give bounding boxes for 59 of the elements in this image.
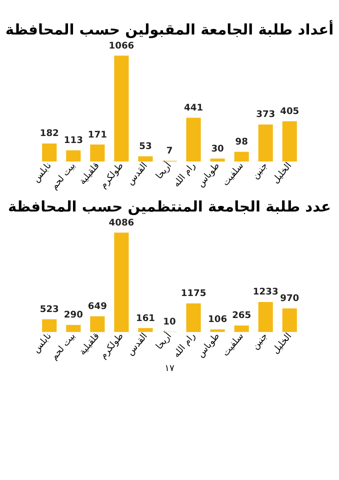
bar <box>114 56 129 162</box>
bar <box>210 329 225 332</box>
bar <box>138 156 153 162</box>
bar <box>186 118 201 162</box>
data-label: 182 <box>40 129 59 140</box>
data-label: 10 <box>163 317 176 328</box>
bar <box>42 143 57 162</box>
bar <box>234 326 249 332</box>
data-label: 970 <box>280 294 300 304</box>
bar <box>234 152 249 162</box>
x-tick-label: طوباس <box>196 331 222 360</box>
bar <box>66 324 81 332</box>
bar <box>66 150 81 162</box>
x-tick-label: القدس <box>126 161 150 188</box>
text: ١٧ <box>164 364 174 374</box>
bar <box>90 144 105 162</box>
x-tick-label: سلفيت <box>220 331 246 359</box>
x-tick-label: رام الله <box>172 161 198 190</box>
data-label: 113 <box>64 136 83 146</box>
data-label: 523 <box>40 304 59 315</box>
data-label: 53 <box>139 142 152 152</box>
data-label: 4086 <box>108 218 134 228</box>
data-label: 161 <box>136 314 155 324</box>
data-label: 98 <box>235 138 248 148</box>
bar <box>90 316 105 332</box>
bar <box>114 232 129 332</box>
data-label: 405 <box>280 106 300 117</box>
data-label: 373 <box>256 110 276 120</box>
x-tick-label: القدس <box>126 331 150 358</box>
data-label: 30 <box>211 144 224 154</box>
x-tick-label: الخليل <box>271 161 294 186</box>
x-tick-label: أريحا <box>152 159 174 182</box>
bar <box>138 328 153 332</box>
data-label: 649 <box>88 302 107 312</box>
bar <box>42 319 57 332</box>
x-tick-label: رام الله <box>172 331 198 360</box>
bar <box>282 308 297 332</box>
chart-title: عدد طلبة الجامعة المنتظمين حسب المحافظة <box>8 198 332 216</box>
data-label: 265 <box>232 311 252 322</box>
data-label: 106 <box>208 315 228 326</box>
x-tick-label: أريحا <box>152 330 174 352</box>
x-tick-label: جنين <box>250 161 270 182</box>
bar <box>186 303 201 332</box>
data-label: 441 <box>184 103 204 114</box>
data-label: 290 <box>64 310 83 321</box>
data-label: 1066 <box>108 41 134 52</box>
x-tick-label: سلفيت <box>220 161 246 188</box>
data-label: 171 <box>88 130 107 140</box>
data-label: 1175 <box>180 289 206 300</box>
x-tick-label: طوباس <box>196 161 222 190</box>
bar <box>258 124 273 162</box>
x-tick-label: الخليل <box>271 331 294 356</box>
data-label: 1233 <box>252 288 278 298</box>
bar <box>210 158 225 162</box>
chart-title: أعداد طلبة الجامعة المقبولين حسب المحافظة <box>5 20 334 39</box>
data-label: 7 <box>166 146 173 157</box>
bar <box>258 302 273 332</box>
x-tick-label: جنين <box>250 331 270 352</box>
bar <box>282 121 297 162</box>
